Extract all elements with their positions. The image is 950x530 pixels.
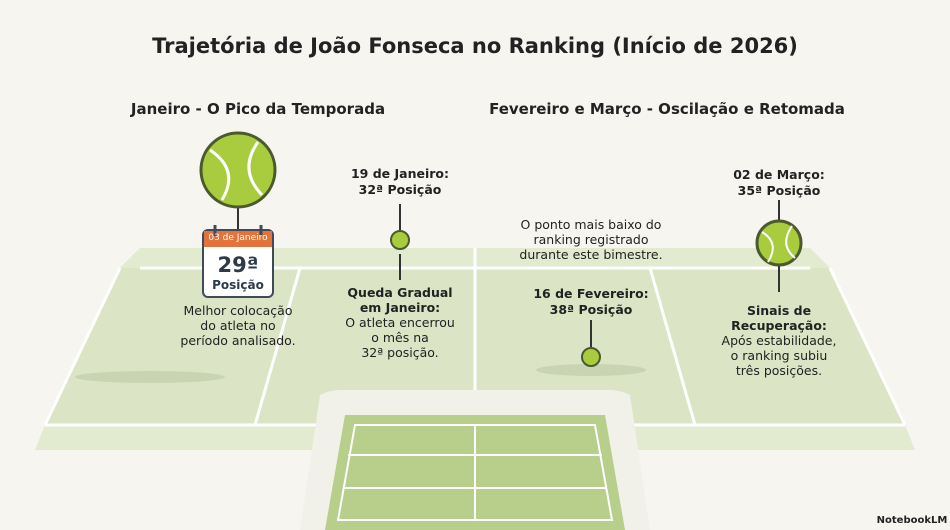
event-heading: em Janeiro: [359,300,441,315]
event-heading: Recuperação: [731,318,827,333]
description: três posições. [735,363,823,378]
description: o mês na [371,330,429,345]
event-label: 19 de Janeiro: [350,166,450,181]
section-heading: Fevereiro e Março - Oscilação e Retomada [489,100,845,118]
description: 32ª posição. [361,345,439,360]
description: período analisado. [180,333,296,348]
section-heading: Janeiro - O Pico da Temporada [130,100,386,118]
description: Após estabilidade, [721,333,837,348]
description: Melhor colocação [183,303,293,318]
note: ranking registrado [533,232,649,247]
calendar-rank-label: Posição [212,278,264,292]
event-label: 16 de Fevereiro: [533,286,649,301]
brand: NotebookLM [876,515,948,526]
calendar-date: 03 de Janeiro [208,233,268,243]
event-heading: Queda Gradual [347,285,453,300]
event-label: 38ª Posição [549,302,633,317]
note: durante este bimestre. [519,247,663,262]
description: o ranking subiu [730,348,828,363]
title: Trajetória de João Fonseca no Ranking (I… [152,34,798,58]
description: O atleta encerrou [345,315,455,330]
event-label: 32ª Posição [358,182,442,197]
event-label: 35ª Posição [737,183,821,198]
calendar-rank: 29ª [217,253,259,277]
note: O ponto mais baixo do [520,217,662,232]
description: do atleta no [200,318,276,333]
event-heading: Sinais de [746,303,812,318]
event-label: 02 de Março: [733,167,825,182]
